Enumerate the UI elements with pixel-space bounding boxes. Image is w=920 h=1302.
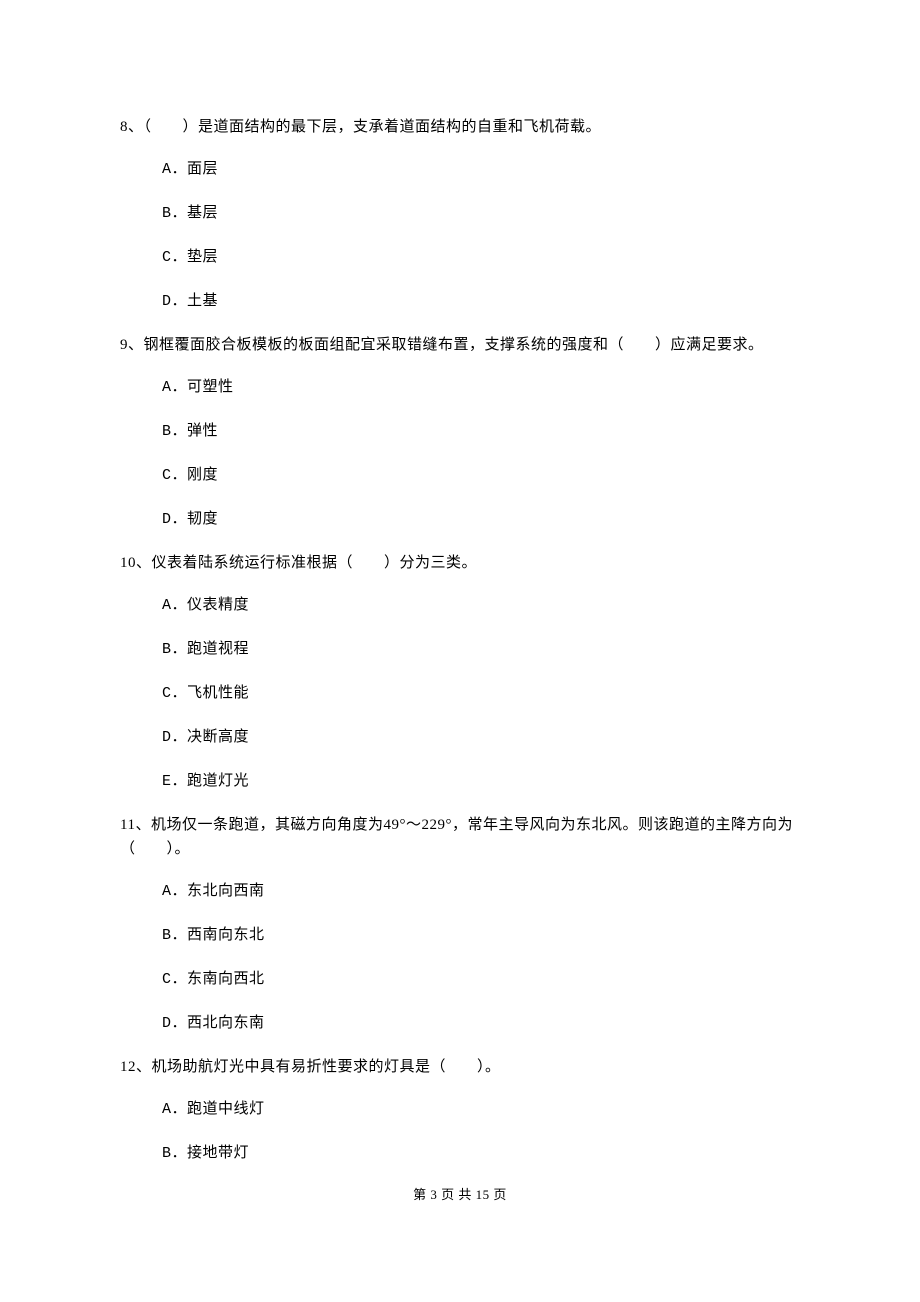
option-item: A．面层 — [162, 157, 800, 182]
option-text: 飞机性能 — [187, 685, 249, 701]
option-item: D．决断高度 — [162, 725, 800, 750]
option-item: E．跑道灯光 — [162, 769, 800, 794]
option-letter: E． — [162, 773, 187, 790]
option-letter: B． — [162, 641, 187, 658]
question-text: 11、机场仅一条跑道，其磁方向角度为49°～229°，常年主导风向为东北风。则该… — [120, 813, 800, 861]
option-item: A．仪表精度 — [162, 593, 800, 618]
option-text: 东北向西南 — [187, 883, 265, 899]
option-letter: C． — [162, 467, 187, 484]
question-text: 12、机场助航灯光中具有易折性要求的灯具是（ ）。 — [120, 1055, 800, 1079]
option-text: 跑道视程 — [187, 641, 249, 657]
option-item: C．东南向西北 — [162, 967, 800, 992]
option-text: 面层 — [187, 161, 218, 177]
option-text: 仪表精度 — [187, 597, 249, 613]
option-item: A．东北向西南 — [162, 879, 800, 904]
option-letter: C． — [162, 249, 187, 266]
option-letter: D． — [162, 1015, 187, 1032]
option-item: B．跑道视程 — [162, 637, 800, 662]
option-letter: B． — [162, 927, 187, 944]
option-letter: A． — [162, 883, 187, 900]
option-item: A．可塑性 — [162, 375, 800, 400]
option-letter: B． — [162, 1145, 187, 1162]
option-item: C．刚度 — [162, 463, 800, 488]
option-letter: A． — [162, 1101, 187, 1118]
option-letter: A． — [162, 379, 187, 396]
page-footer: 第 3 页 共 15 页 — [120, 1185, 800, 1206]
option-text: 韧度 — [187, 511, 218, 527]
option-text: 西北向东南 — [187, 1015, 265, 1031]
option-letter: D． — [162, 729, 187, 746]
question-9: 9、钢框覆面胶合板模板的板面组配宜采取错缝布置，支撑系统的强度和（ ）应满足要求… — [120, 333, 800, 532]
options-list: A．跑道中线灯 B．接地带灯 — [120, 1097, 800, 1166]
option-text: 土基 — [187, 293, 218, 309]
option-text: 基层 — [187, 205, 218, 221]
option-letter: A． — [162, 597, 187, 614]
option-item: D．土基 — [162, 289, 800, 314]
option-item: C．飞机性能 — [162, 681, 800, 706]
option-text: 决断高度 — [187, 729, 249, 745]
options-list: A．东北向西南 B．西南向东北 C．东南向西北 D．西北向东南 — [120, 879, 800, 1036]
option-letter: B． — [162, 205, 187, 222]
question-8: 8、（ ）是道面结构的最下层，支承着道面结构的自重和飞机荷载。 A．面层 B．基层 C… — [120, 115, 800, 314]
option-item: C．垫层 — [162, 245, 800, 270]
question-text: 9、钢框覆面胶合板模板的板面组配宜采取错缝布置，支撑系统的强度和（ ）应满足要求… — [120, 333, 800, 357]
option-letter: C． — [162, 685, 187, 702]
option-text: 东南向西北 — [187, 971, 265, 987]
question-10: 10、仪表着陆系统运行标准根据（ ）分为三类。 A．仪表精度 B．跑道视程 C．飞机性… — [120, 551, 800, 794]
option-text: 弹性 — [187, 423, 218, 439]
question-11: 11、机场仅一条跑道，其磁方向角度为49°～229°，常年主导风向为东北风。则该… — [120, 813, 800, 1036]
option-letter: D． — [162, 293, 187, 310]
option-letter: B． — [162, 423, 187, 440]
option-text: 跑道灯光 — [187, 773, 249, 789]
option-text: 垫层 — [187, 249, 218, 265]
options-list: A．面层 B．基层 C．垫层 D．土基 — [120, 157, 800, 314]
options-list: A．可塑性 B．弹性 C．刚度 D．韧度 — [120, 375, 800, 532]
option-letter: C． — [162, 971, 187, 988]
option-item: B．接地带灯 — [162, 1141, 800, 1166]
option-text: 跑道中线灯 — [187, 1101, 265, 1117]
question-12: 12、机场助航灯光中具有易折性要求的灯具是（ ）。 A．跑道中线灯 B．接地带灯 — [120, 1055, 800, 1166]
option-text: 西南向东北 — [187, 927, 265, 943]
question-text: 10、仪表着陆系统运行标准根据（ ）分为三类。 — [120, 551, 800, 575]
option-item: D．西北向东南 — [162, 1011, 800, 1036]
option-item: B．弹性 — [162, 419, 800, 444]
option-letter: A． — [162, 161, 187, 178]
option-item: A．跑道中线灯 — [162, 1097, 800, 1122]
option-item: B．基层 — [162, 201, 800, 226]
options-list: A．仪表精度 B．跑道视程 C．飞机性能 D．决断高度 E．跑道灯光 — [120, 593, 800, 794]
question-text: 8、（ ）是道面结构的最下层，支承着道面结构的自重和飞机荷载。 — [120, 115, 800, 139]
option-letter: D． — [162, 511, 187, 528]
option-item: D．韧度 — [162, 507, 800, 532]
option-text: 接地带灯 — [187, 1145, 249, 1161]
option-item: B．西南向东北 — [162, 923, 800, 948]
option-text: 刚度 — [187, 467, 218, 483]
option-text: 可塑性 — [187, 379, 234, 395]
